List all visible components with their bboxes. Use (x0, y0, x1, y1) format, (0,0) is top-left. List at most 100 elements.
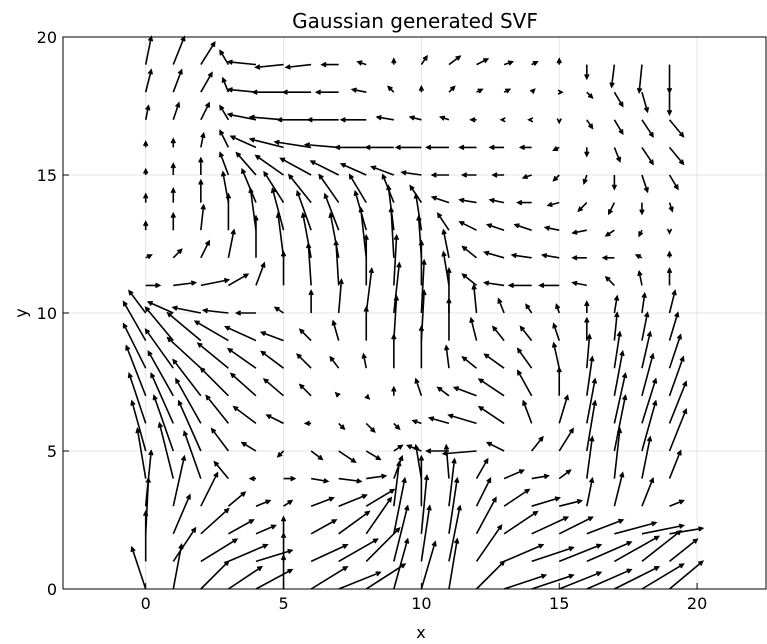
arrow (552, 146, 560, 151)
arrow (127, 372, 147, 424)
arrow (200, 239, 210, 259)
arrow (409, 184, 423, 204)
arrow (251, 89, 284, 95)
arrow (170, 211, 176, 231)
arrow (353, 189, 368, 231)
arrow (226, 87, 257, 93)
arrow (483, 353, 505, 369)
arrow (338, 571, 382, 590)
arrow (613, 147, 622, 163)
arrow (198, 156, 204, 175)
arrow (318, 173, 340, 204)
arrow (166, 336, 202, 369)
arrow (364, 144, 394, 151)
arrow (666, 228, 673, 235)
arrow (571, 255, 587, 261)
arrow (300, 211, 312, 258)
arrow (310, 496, 335, 507)
arrow (476, 88, 484, 94)
arrow (175, 377, 202, 424)
arrow (641, 523, 686, 535)
arrow (200, 560, 230, 590)
arrow (641, 330, 653, 369)
arrow (584, 316, 590, 341)
arrow (503, 88, 512, 94)
arrow (531, 546, 575, 563)
arrow (471, 283, 478, 314)
arrow (130, 545, 147, 590)
arrow (668, 380, 688, 424)
arrow (310, 477, 330, 484)
arrow (365, 267, 375, 314)
arrow (361, 352, 368, 369)
arrow (220, 170, 230, 203)
arrow (507, 282, 532, 289)
arrow (260, 350, 285, 369)
arrow (255, 548, 294, 563)
arrow (613, 535, 661, 563)
arrow (452, 386, 477, 397)
arrow (364, 394, 371, 400)
arrow (613, 394, 628, 452)
arrow (420, 258, 427, 314)
arrow (254, 63, 284, 70)
arrow (543, 225, 560, 231)
arrow (152, 394, 175, 452)
arrow (475, 476, 492, 507)
arrow (666, 267, 673, 286)
x-tick-label: 15 (549, 594, 569, 613)
arrow (393, 504, 410, 562)
arrow (418, 454, 425, 507)
arrow (210, 427, 230, 452)
arrow (146, 300, 174, 314)
arrow (608, 202, 616, 216)
arrow (391, 57, 397, 65)
arrow (638, 229, 644, 238)
arrow (641, 291, 647, 314)
arrow (503, 543, 545, 563)
arrow (571, 229, 587, 235)
arrow (213, 460, 230, 480)
arrow (418, 84, 425, 93)
arrow (558, 516, 594, 535)
arrow (475, 560, 506, 590)
arrow (284, 63, 312, 70)
arrow (201, 307, 229, 314)
arrow (248, 475, 256, 482)
arrow (287, 173, 312, 204)
arrow (614, 521, 658, 535)
y-axis-label: y (12, 308, 31, 317)
y-tick-label: 15 (37, 166, 57, 185)
arrow (441, 250, 450, 286)
arrow (556, 366, 562, 396)
arrow (334, 391, 341, 398)
arrow (443, 344, 450, 369)
arrow (280, 515, 287, 534)
arrow (519, 325, 533, 342)
arrow (521, 174, 532, 180)
arrow (296, 353, 312, 369)
arrow (275, 211, 285, 258)
x-tick-label: 10 (411, 594, 431, 613)
arrow (557, 89, 564, 95)
arrow (283, 499, 294, 507)
arrow (668, 449, 682, 479)
arrow (584, 300, 590, 313)
arrow (609, 64, 616, 89)
arrow (503, 469, 526, 480)
arrow (488, 197, 505, 204)
arrow (485, 223, 505, 231)
arrow (391, 385, 397, 396)
arrow (339, 162, 367, 176)
arrow (469, 117, 477, 123)
arrow (172, 454, 187, 507)
arrow (446, 267, 452, 313)
arrow (182, 429, 202, 479)
arrow (641, 91, 650, 114)
arrow (229, 372, 257, 397)
arrow (262, 378, 285, 397)
arrow (420, 540, 437, 590)
arrow (613, 294, 620, 314)
arrow (586, 476, 595, 507)
arrow (668, 202, 674, 213)
